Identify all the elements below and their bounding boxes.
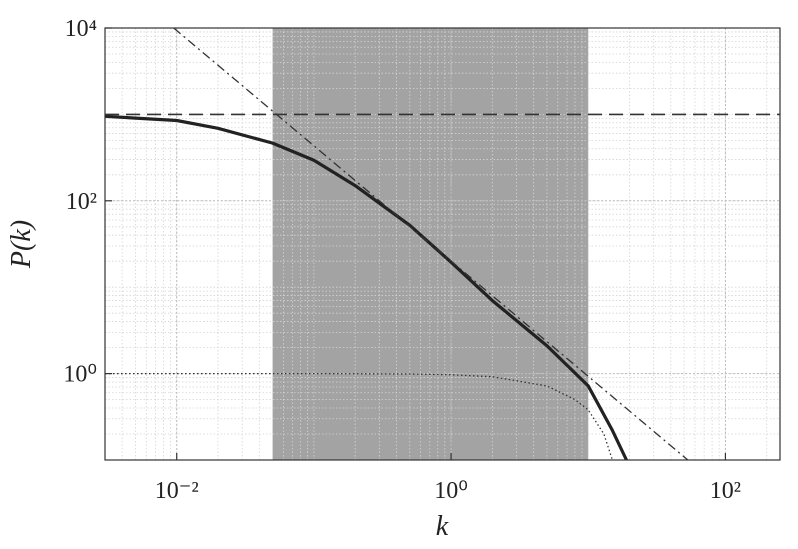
series-line [105, 372, 614, 460]
series-line [105, 114, 628, 460]
lines-layer [105, 28, 780, 460]
x-axis-label: k [436, 511, 449, 542]
grid-layer [104, 27, 780, 461]
ticks-layer: 10⁻² 10⁰ 10² 10⁰ 10² 10⁴ [63, 16, 741, 504]
y-tick-label: 10⁰ [63, 362, 97, 388]
y-tick-label: 10⁴ [65, 16, 97, 42]
x-tick-label: 10⁻² [155, 478, 199, 504]
axes-frame [104, 27, 781, 461]
series-line [173, 28, 689, 460]
y-axis-label: P(k) [6, 220, 37, 269]
y-tick-label: 10² [66, 189, 97, 215]
x-tick-label: 10² [710, 478, 741, 504]
x-tick-label: 10⁰ [434, 478, 468, 504]
